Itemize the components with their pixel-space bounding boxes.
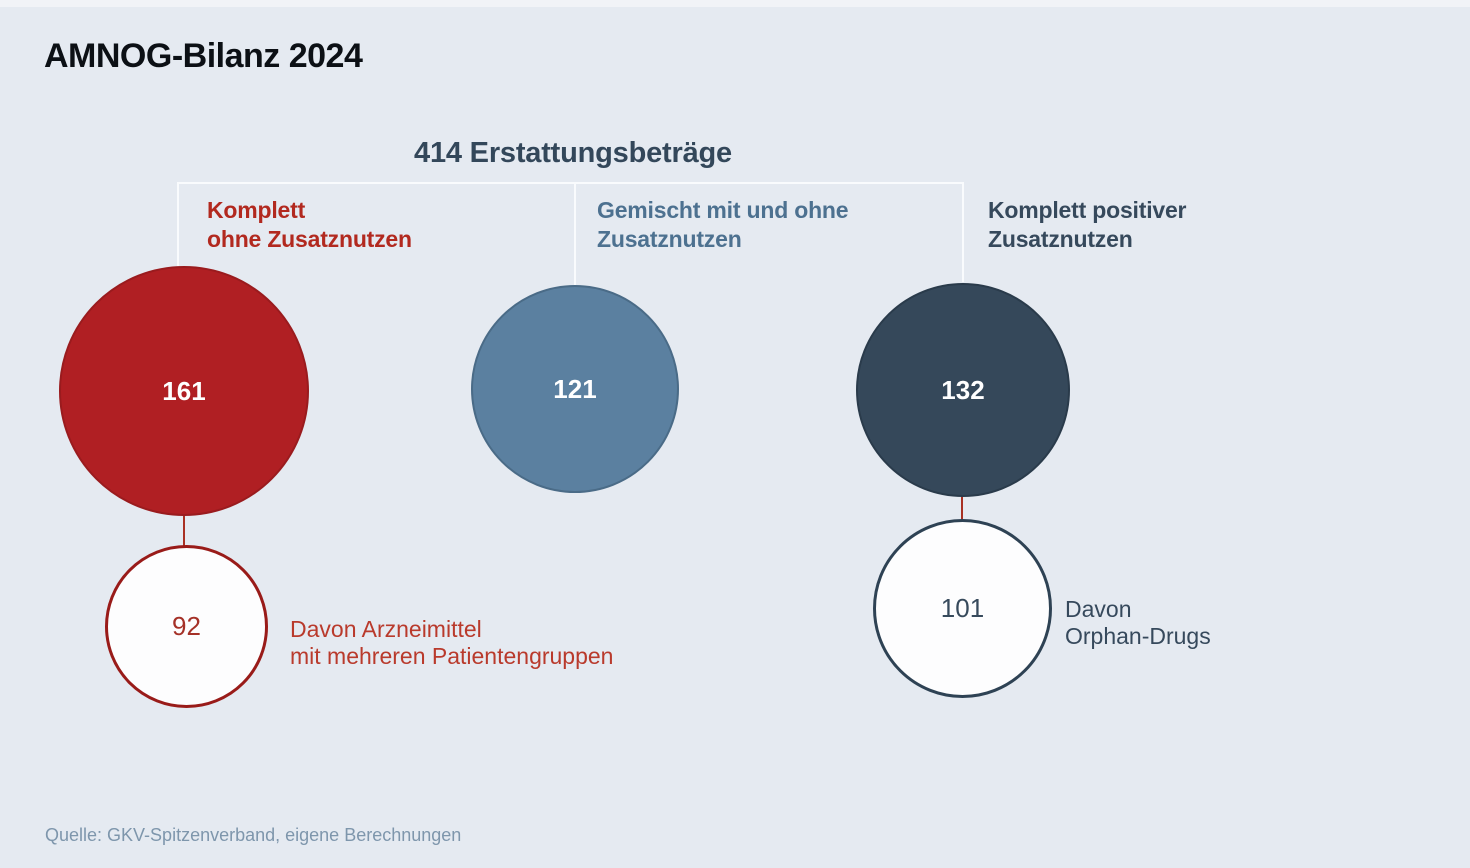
bubble-komplett-ohne-zusatznutzen: 161 — [59, 266, 309, 516]
group-label-line: Gemischt mit und ohne — [597, 197, 849, 223]
group-label-gemischt: Gemischt mit und ohne Zusatznutzen — [597, 196, 849, 254]
page-title: AMNOG-Bilanz 2024 — [44, 37, 363, 75]
group-label-line: Komplett — [207, 197, 306, 223]
group-label-komplett-ohne-zusatznutzen: Komplett ohne Zusatznutzen — [207, 196, 412, 254]
group-label-line: Zusatznutzen — [988, 226, 1133, 252]
bubble-value: 161 — [162, 375, 206, 406]
bracket-horizontal-line — [178, 182, 964, 184]
bubble-value: 121 — [553, 373, 597, 404]
total-heading: 414 Erstattungsbeträge — [414, 137, 732, 169]
bubble-komplett-positiver: 132 — [856, 283, 1070, 497]
connector-dark-bubble-to-sub — [961, 494, 963, 522]
sub-label-line: mit mehreren Patientengruppen — [290, 643, 614, 669]
sub-bubble-value: 92 — [172, 611, 201, 641]
connector-red-bubble-to-sub — [183, 512, 185, 548]
group-label-line: ohne Zusatznutzen — [207, 226, 412, 252]
sub-label-line: Davon Arzneimittel — [290, 616, 482, 642]
bracket-drop-right — [962, 182, 964, 282]
sub-bubble-orphan-drugs: 101 — [873, 519, 1052, 698]
sub-label-line: Davon — [1065, 596, 1132, 622]
group-label-line: Komplett positiver — [988, 197, 1187, 223]
bubble-gemischt: 121 — [471, 285, 679, 493]
bubble-value: 132 — [941, 374, 985, 405]
top-sheen-strip — [0, 0, 1470, 7]
sub-label-orphan-drugs: Davon Orphan-Drugs — [1065, 596, 1211, 650]
group-label-komplett-positiver: Komplett positiver Zusatznutzen — [988, 196, 1187, 254]
sub-bubble-value: 101 — [940, 593, 985, 623]
group-label-line: Zusatznutzen — [597, 226, 742, 252]
sub-bubble-mehrere-patientengruppen: 92 — [105, 545, 268, 708]
sub-label-line: Orphan-Drugs — [1065, 623, 1211, 649]
source-note: Quelle: GKV-Spitzenverband, eigene Berec… — [45, 825, 462, 845]
bracket-drop-left — [177, 182, 179, 267]
bracket-drop-middle — [574, 182, 576, 287]
sub-label-mehrere-patientengruppen: Davon Arzneimittel mit mehreren Patiente… — [290, 616, 613, 670]
